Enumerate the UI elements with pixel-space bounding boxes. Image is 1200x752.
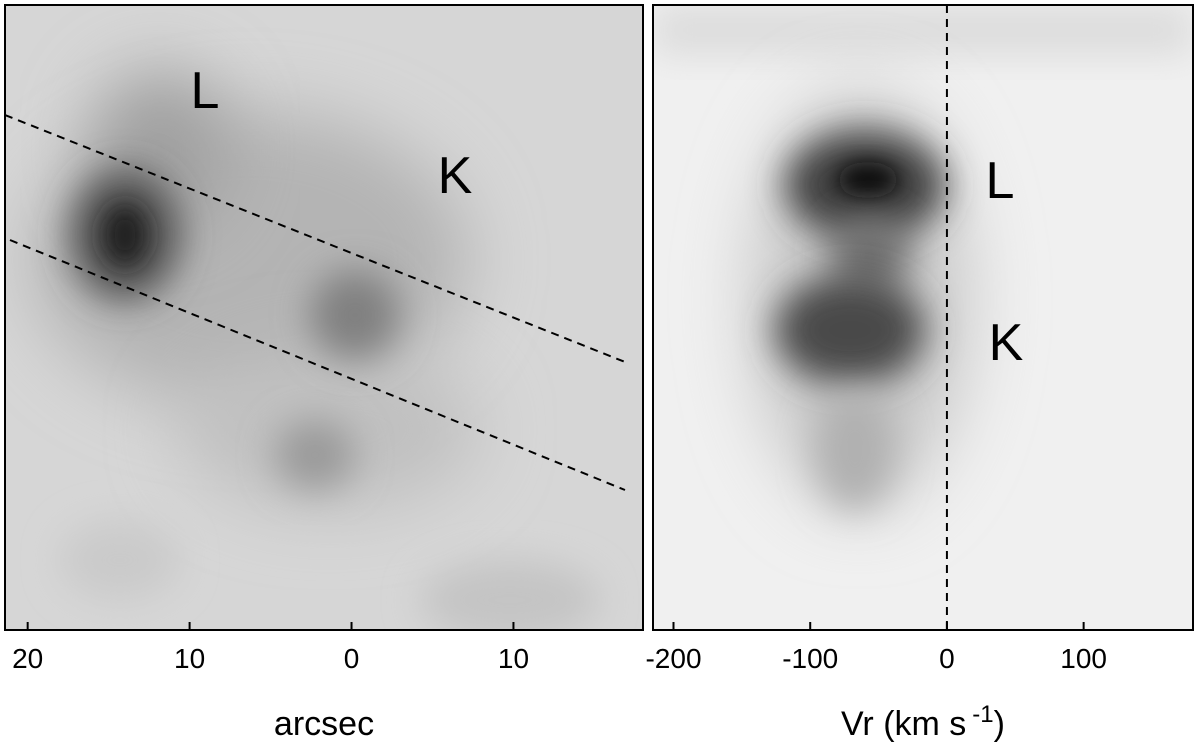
x-tick-label: 100 — [1060, 643, 1107, 674]
x-tick-label: 0 — [939, 643, 955, 674]
sky-image — [5, 5, 643, 630]
x-tick-label: -200 — [645, 643, 701, 674]
annotation: K — [438, 147, 473, 205]
panel-frame — [652, 4, 1194, 631]
x-axis-label-part: Vr (km s — [841, 705, 966, 743]
annotation: L — [191, 62, 220, 120]
x-tick-label: -100 — [782, 643, 838, 674]
x-axis-label: Vr (km s -1) — [841, 701, 1005, 744]
x-axis-label-part: arcsec — [274, 705, 374, 743]
x-tick-label: 20 — [12, 643, 43, 674]
x-tick-label: 10 — [498, 643, 529, 674]
annotation: L — [986, 152, 1015, 210]
x-tick-label: 10 — [174, 643, 205, 674]
panel-frame — [4, 4, 644, 631]
annotation: K — [989, 314, 1024, 372]
spectrum-image — [653, 5, 1193, 630]
x-axis-label-part: -1 — [972, 701, 993, 728]
x-axis-label-part: ) — [994, 705, 1005, 743]
x-tick-label: 0 — [344, 643, 360, 674]
slit-edge — [9, 239, 626, 491]
x-axis-label: arcsec — [274, 705, 374, 743]
